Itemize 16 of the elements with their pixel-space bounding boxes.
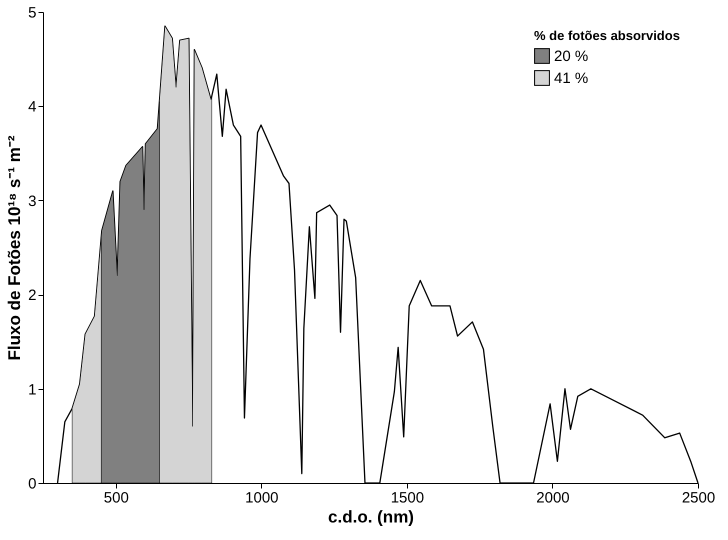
- x-tick-label: 1500: [390, 490, 424, 506]
- x-tick-label: 500: [104, 490, 129, 506]
- x-tick-label: 2500: [682, 490, 716, 506]
- legend-label: 20 %: [554, 48, 588, 65]
- x-tick-label: 2000: [536, 490, 570, 506]
- y-axis-title: Fluxo de Fotões 10¹⁸ s⁻¹ m⁻²: [5, 135, 24, 361]
- x-tick-label: 1000: [245, 490, 279, 506]
- legend-label: 41 %: [554, 70, 588, 87]
- y-tick-label: 1: [28, 381, 36, 398]
- y-tick-label: 3: [28, 192, 36, 210]
- y-tick-label: 4: [28, 98, 36, 116]
- y-tick-label: 5: [28, 4, 36, 22]
- y-tick-label: 2: [28, 287, 36, 304]
- y-tick-label: 0: [28, 476, 36, 492]
- x-axis-title: c.d.o. (nm): [328, 508, 414, 526]
- legend-title: % de fotões absorvidos: [534, 28, 680, 43]
